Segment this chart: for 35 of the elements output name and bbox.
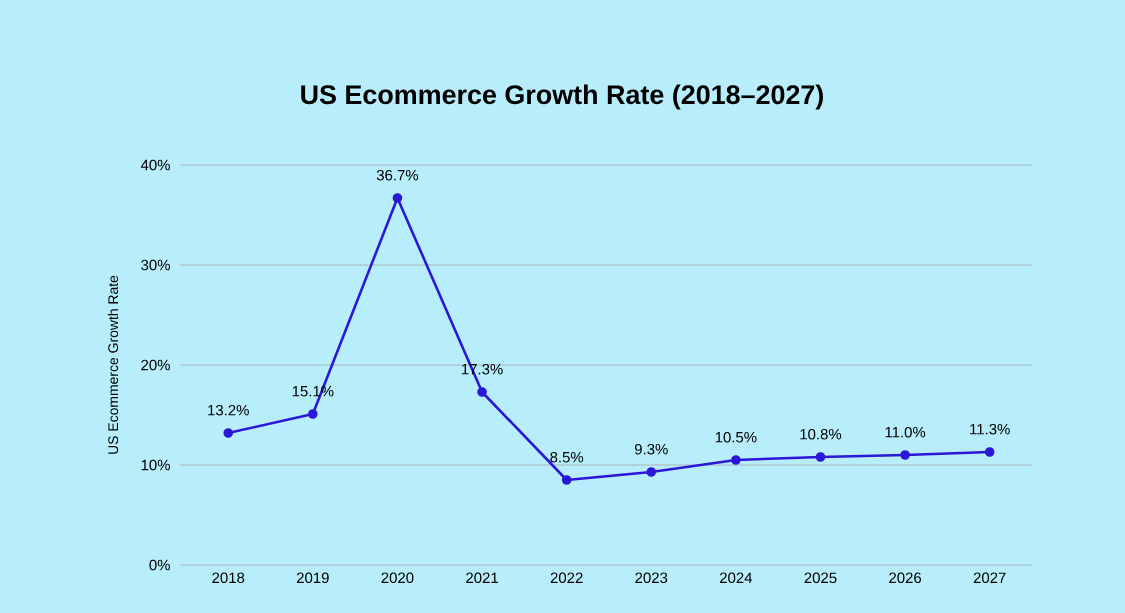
y-tick-label: 40% xyxy=(140,159,170,171)
x-tick-label: 2018 xyxy=(212,572,245,584)
chart-title: US Ecommerce Growth Rate (2018–2027) xyxy=(301,84,823,110)
data-label: 8.5% xyxy=(550,451,584,463)
y-tick-label: 30% xyxy=(141,259,170,271)
x-tick-label: 2021 xyxy=(466,572,498,584)
data-label: 13.2% xyxy=(208,404,249,416)
data-label: 10.8% xyxy=(800,428,842,440)
x-tick-label: 2023 xyxy=(635,572,668,584)
point xyxy=(646,467,657,477)
y-tick-label: 20% xyxy=(141,359,170,371)
data-label: 36.7% xyxy=(376,169,419,181)
data-label: 11.3% xyxy=(970,423,1010,435)
x-tick-label: 2022 xyxy=(550,572,583,584)
y-axis-title: US Ecommerce Growth Rate xyxy=(107,275,119,454)
x-tick-label: 2020 xyxy=(381,572,414,584)
y-tick-label: 10% xyxy=(141,459,170,471)
point xyxy=(308,409,318,419)
x-tick-label: 2019 xyxy=(296,572,329,584)
point xyxy=(731,455,741,465)
y-tick-label: 0% xyxy=(149,559,170,571)
x-tick-label: 2024 xyxy=(720,572,753,584)
data-label: 10.5% xyxy=(715,431,757,443)
data-label: 11.0% xyxy=(885,426,926,438)
point xyxy=(900,450,910,460)
point xyxy=(984,447,995,457)
x-tick-label: 2026 xyxy=(889,572,922,584)
x-tick-label: 2025 xyxy=(804,572,837,584)
point xyxy=(561,475,572,485)
data-label: 9.3% xyxy=(634,443,668,455)
point xyxy=(815,452,826,462)
point xyxy=(223,428,234,438)
point xyxy=(477,387,487,397)
point xyxy=(392,193,403,203)
x-tick-label: 2027 xyxy=(973,572,1006,584)
